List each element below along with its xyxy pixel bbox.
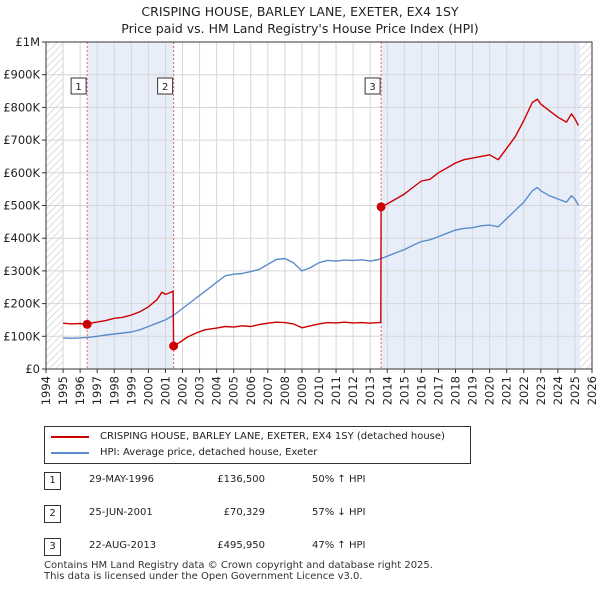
footer-line-2: This data is licensed under the Open Gov… <box>44 571 363 582</box>
legend: CRISPING HOUSE, BARLEY LANE, EXETER, EX4… <box>44 426 471 464</box>
chart-title: CRISPING HOUSE, BARLEY LANE, EXETER, EX4… <box>141 4 459 19</box>
x-tick-label: 2019 <box>466 376 480 405</box>
x-tick-label: 2003 <box>193 376 207 405</box>
y-tick-label: £900K <box>3 68 40 82</box>
x-tick-label: 2018 <box>449 376 463 405</box>
transaction-date: 22-AUG-2013 <box>89 540 157 551</box>
price-chart: 1 2 3 £0 £100K £200K £300K £400K £500K £600K £700… <box>3 35 599 405</box>
y-tick-label: £100K <box>3 329 40 343</box>
sale-label-box <box>157 77 174 95</box>
sale-label: 3 <box>369 82 375 93</box>
x-tick-label: 2010 <box>312 376 326 405</box>
legend-label-property: CRISPING HOUSE, BARLEY LANE, EXETER, EX4… <box>100 431 445 442</box>
x-tick-label: 1996 <box>73 376 87 405</box>
x-tick-label: 1999 <box>124 376 138 405</box>
x-tick-label: 2026 <box>585 376 599 405</box>
y-tick-label: £800K <box>3 100 40 114</box>
transaction-date: 25-JUN-2001 <box>89 507 153 518</box>
y-tick-label: £400K <box>3 231 40 245</box>
x-tick-label: 2015 <box>397 376 411 405</box>
x-tick-label: 1994 <box>39 376 53 405</box>
x-tick-label: 2023 <box>534 376 548 405</box>
x-tick-label: 2014 <box>380 376 394 405</box>
transaction-date: 29-MAY-1996 <box>89 474 155 485</box>
sale-label-box <box>364 77 381 95</box>
x-tick-label: 2012 <box>346 376 360 405</box>
x-tick-label: 2007 <box>261 376 275 405</box>
series-line-hpi <box>63 186 580 339</box>
x-tick-label: 2006 <box>244 376 258 405</box>
x-tick-label: 2008 <box>278 376 292 405</box>
x-tick-label: 2011 <box>329 376 343 405</box>
sale-point <box>82 319 92 329</box>
x-tick-label: 2020 <box>483 376 497 405</box>
x-tick-label: 2002 <box>176 376 190 405</box>
x-tick-label: 1997 <box>90 376 104 405</box>
series-line-property <box>63 98 580 347</box>
transaction-hpi: 57% ↓ HPI <box>312 507 366 518</box>
transaction-row: 2 25-JUN-2001 £70,329 57% ↓ HPI <box>44 505 564 523</box>
transaction-row: 3 22-AUG-2013 £495,950 47% ↑ HPI <box>44 538 564 556</box>
transaction-row: 1 29-MAY-1996 £136,500 50% ↑ HPI <box>44 472 564 490</box>
footer-line-1: Contains HM Land Registry data © Crown c… <box>44 560 433 571</box>
y-tick-label: £600K <box>3 166 40 180</box>
x-tick-label: 2021 <box>500 376 514 405</box>
legend-swatch-hpi <box>51 452 89 454</box>
x-tick-label: 2000 <box>141 376 155 405</box>
transaction-number: 1 <box>44 472 61 490</box>
x-tick-label: 2005 <box>227 376 241 405</box>
x-tick-label: 1995 <box>56 376 70 405</box>
x-tick-label: 2024 <box>551 376 565 405</box>
sale-label-box <box>70 77 87 95</box>
sale-point <box>376 202 386 212</box>
x-tick-label: 1998 <box>107 376 121 405</box>
x-tick-label: 2001 <box>158 376 172 405</box>
x-tick-label: 2017 <box>431 376 445 405</box>
x-tick-label: 2009 <box>295 376 309 405</box>
legend-label-hpi: HPI: Average price, detached house, Exet… <box>100 447 318 458</box>
x-tick-label: 2022 <box>517 376 531 405</box>
chart-subtitle: Price paid vs. HM Land Registry's House … <box>121 21 479 36</box>
x-tick-label: 2013 <box>363 376 377 405</box>
x-tick-label: 2004 <box>210 376 224 405</box>
transaction-price: £136,500 <box>217 474 265 485</box>
y-tick-label: £0 <box>25 362 40 376</box>
y-tick-label: £1M <box>15 35 40 49</box>
y-tick-label: £200K <box>3 297 40 311</box>
transaction-number: 3 <box>44 538 61 556</box>
y-tick-label: £300K <box>3 264 40 278</box>
x-tick-label: 2025 <box>568 376 582 405</box>
sale-label: 2 <box>162 82 168 93</box>
transaction-price: £70,329 <box>223 507 265 518</box>
sale-label: 1 <box>75 82 81 93</box>
legend-swatch-property <box>51 436 89 438</box>
y-tick-label: £500K <box>3 199 40 213</box>
transaction-number: 2 <box>44 505 61 523</box>
chart-title-block: CRISPING HOUSE, BARLEY LANE, EXETER, EX4… <box>0 3 600 37</box>
transaction-price: £495,950 <box>217 540 265 551</box>
sale-point <box>169 341 179 351</box>
y-tick-label: £700K <box>3 133 40 147</box>
footer-attribution: Contains HM Land Registry data © Crown c… <box>44 560 433 582</box>
transaction-hpi: 50% ↑ HPI <box>312 474 366 485</box>
x-tick-label: 2016 <box>414 376 428 405</box>
transaction-hpi: 47% ↑ HPI <box>312 540 366 551</box>
